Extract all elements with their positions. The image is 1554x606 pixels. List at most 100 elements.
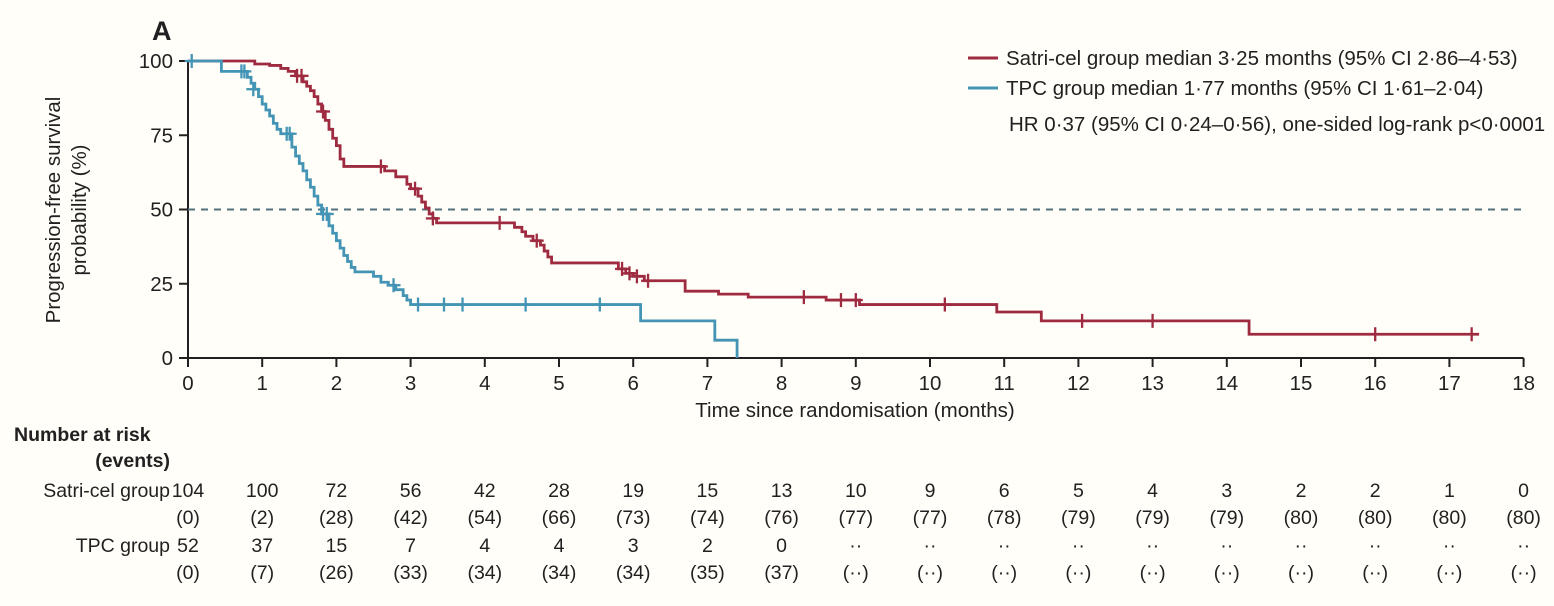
risk-count: 37 [251, 535, 273, 557]
risk-count: 3 [1221, 480, 1232, 502]
tpc-legend-label: TPC group median 1·77 months (95% CI 1·6… [1006, 77, 1483, 100]
risk-count: 100 [246, 480, 279, 502]
panel-label: A [152, 16, 172, 46]
risk-events: (26) [319, 562, 354, 584]
x-tick-label: 8 [776, 372, 787, 395]
risk-count: 2 [1370, 480, 1381, 502]
y-tick-label: 75 [150, 124, 173, 147]
risk-count: 52 [177, 535, 199, 557]
risk-events: (80) [1432, 507, 1467, 529]
risk-events: (··) [1214, 562, 1240, 584]
x-tick-label: 15 [1290, 372, 1313, 395]
risk-events: (77) [838, 507, 873, 529]
x-axis-label: Time since randomisation (months) [695, 399, 1014, 422]
x-tick-label: 11 [994, 372, 1015, 395]
x-tick-label: 16 [1364, 372, 1387, 395]
x-tick-label: 17 [1438, 372, 1461, 395]
risk-count: 3 [628, 535, 639, 557]
risk-count: 72 [326, 480, 348, 502]
risk-events: (80) [1284, 507, 1319, 529]
risk-count: 7 [405, 535, 416, 557]
x-tick-label: 6 [627, 372, 638, 395]
risk-events: (79) [1209, 507, 1244, 529]
x-tick-label: 12 [1067, 372, 1090, 395]
risk-events: (7) [250, 562, 274, 584]
y-tick-label: 0 [162, 347, 173, 370]
risk-count: ·· [924, 535, 937, 557]
risk-events: (34) [467, 562, 502, 584]
x-tick-label: 3 [405, 372, 416, 395]
risk-count: 42 [474, 480, 496, 502]
risk-events: (80) [1358, 507, 1393, 529]
hr-stats-label: HR 0·37 (95% CI 0·24–0·56), one-sided lo… [1009, 113, 1545, 136]
risk-count: ·· [1146, 535, 1159, 557]
risk-count: 4 [1147, 480, 1158, 502]
risk-events: (37) [764, 562, 799, 584]
risk-events: (34) [542, 562, 577, 584]
risk-events: (··) [1140, 562, 1166, 584]
risk-events: (77) [913, 507, 948, 529]
legend: Satri-cel group median 3·25 months (95% … [968, 47, 1545, 136]
risk-table-header: Number at risk [14, 424, 151, 446]
risk-count: ·· [849, 535, 862, 557]
risk-count: 4 [479, 535, 490, 557]
risk-row-label: Satri-cel group [43, 480, 170, 502]
number-at-risk-table: Number at risk(events)Satri-cel group 104… [14, 424, 1541, 584]
risk-count: ·· [1295, 535, 1308, 557]
risk-events: (2) [250, 507, 274, 529]
risk-count: 1 [1444, 480, 1455, 502]
risk-count: 0 [1518, 480, 1529, 502]
risk-events: (··) [1436, 562, 1462, 584]
tpc-group-curve [188, 59, 739, 358]
risk-count: 15 [326, 535, 348, 557]
x-tick-label: 7 [702, 372, 713, 395]
risk-events: (0) [176, 507, 200, 529]
risk-events: (54) [467, 507, 502, 529]
risk-count: ·· [1220, 535, 1233, 557]
x-tick-label: 1 [256, 372, 267, 395]
risk-count: 13 [771, 480, 793, 502]
risk-events: (··) [1288, 562, 1314, 584]
risk-count: 15 [697, 480, 719, 502]
risk-count: 19 [622, 480, 644, 502]
risk-count: 56 [400, 480, 422, 502]
y-axis-label-line1: Progression-free survival [42, 97, 65, 324]
risk-count: 2 [702, 535, 713, 557]
risk-events: (33) [393, 562, 428, 584]
risk-count: 104 [172, 480, 205, 502]
x-tick-label: 9 [850, 372, 861, 395]
y-axis-label-line2: probability (%) [68, 144, 91, 275]
risk-count: 28 [548, 480, 570, 502]
x-tick-label: 4 [479, 372, 490, 395]
x-tick-label: 13 [1141, 372, 1164, 395]
x-tick-label: 10 [919, 372, 942, 395]
risk-count: 4 [554, 535, 565, 557]
risk-count: ·· [998, 535, 1011, 557]
risk-table-subheader: (events) [95, 450, 170, 472]
satri-cel-group-curve [188, 59, 1480, 336]
risk-events: (35) [690, 562, 725, 584]
risk-events: (74) [690, 507, 725, 529]
risk-events: (76) [764, 507, 799, 529]
risk-count: 9 [925, 480, 936, 502]
satri-cel-legend-label: Satri-cel group median 3·25 months (95% … [1006, 47, 1518, 70]
risk-events: (73) [616, 507, 651, 529]
risk-events: (79) [1061, 507, 1096, 529]
risk-events: (··) [1065, 562, 1091, 584]
survival-curves [188, 59, 1480, 358]
risk-count: 10 [845, 480, 867, 502]
y-tick-label: 50 [150, 199, 173, 222]
risk-events: (80) [1506, 507, 1541, 529]
risk-events: (79) [1135, 507, 1170, 529]
risk-row-label: TPC group [76, 535, 170, 557]
risk-events: (··) [917, 562, 943, 584]
censor-marks [184, 54, 1479, 342]
risk-events: (0) [176, 562, 200, 584]
risk-events: (··) [1511, 562, 1537, 584]
risk-count: 5 [1073, 480, 1084, 502]
y-tick-label: 100 [139, 50, 173, 73]
risk-count: 6 [999, 480, 1010, 502]
risk-count: ·· [1443, 535, 1456, 557]
